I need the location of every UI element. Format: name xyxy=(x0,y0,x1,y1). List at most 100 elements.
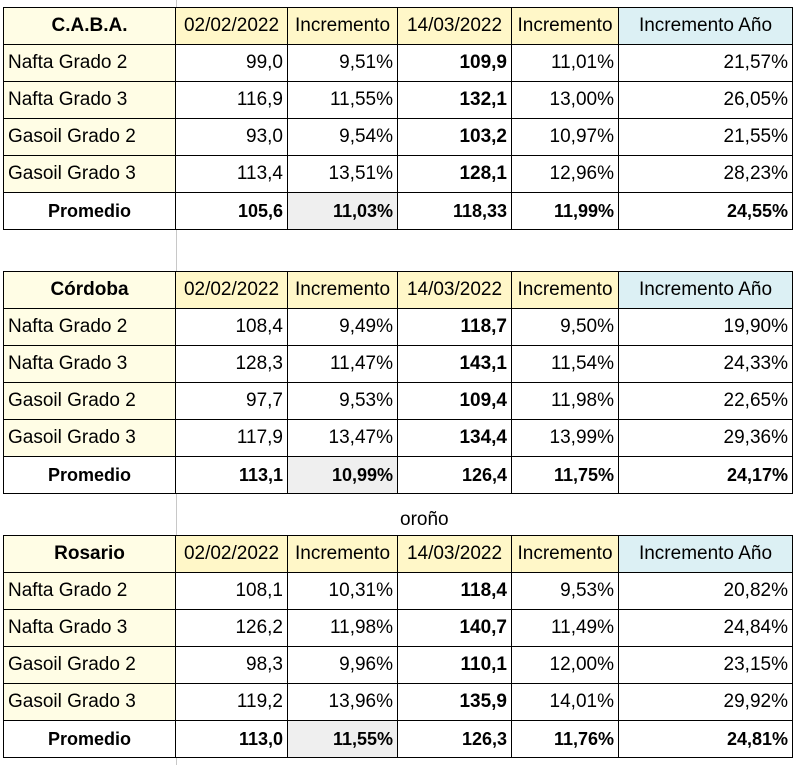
price-date-2: 110,1 xyxy=(397,646,512,684)
city-name: Rosario xyxy=(3,535,176,573)
table-row: Gasoil Grado 3 119,2 13,96% 135,9 14,01%… xyxy=(3,683,793,721)
price-date-1: 117,9 xyxy=(175,419,288,457)
price-date-2: 118,4 xyxy=(397,572,512,610)
fuel-label: Gasoil Grado 3 xyxy=(3,683,176,721)
avg-price-date-2: 118,33 xyxy=(397,192,512,230)
increment-1: 13,47% xyxy=(287,419,398,457)
average-row: Promedio 113,1 10,99% 126,4 11,75% 24,17… xyxy=(3,456,793,494)
average-row: Promedio 105,6 11,03% 118,33 11,99% 24,5… xyxy=(3,192,793,230)
avg-price-date-1: 105,6 xyxy=(175,192,288,230)
price-date-1: 113,4 xyxy=(175,155,288,193)
city-name: Córdoba xyxy=(3,271,176,309)
caption-text: oroño xyxy=(400,509,449,530)
price-date-1: 98,3 xyxy=(175,646,288,684)
table-header-row: Córdoba 02/02/2022 Incremento 14/03/2022… xyxy=(3,271,793,309)
price-date-1: 128,3 xyxy=(175,345,288,383)
table-header-row: C.A.B.A. 02/02/2022 Incremento 14/03/202… xyxy=(3,7,793,45)
increment-year: 28,23% xyxy=(618,155,793,193)
fuel-label: Gasoil Grado 2 xyxy=(3,646,176,684)
price-date-2: 118,7 xyxy=(397,308,512,346)
increment-2: 11,01% xyxy=(511,44,619,82)
header-date-1: 02/02/2022 xyxy=(175,271,288,309)
fuel-label: Gasoil Grado 3 xyxy=(3,155,176,193)
price-date-2: 109,9 xyxy=(397,44,512,82)
increment-1: 10,31% xyxy=(287,572,398,610)
avg-price-date-2: 126,4 xyxy=(397,456,512,494)
header-increment-year: Incremento Año xyxy=(618,271,793,309)
header-date-1: 02/02/2022 xyxy=(175,535,288,573)
header-increment-1: Incremento xyxy=(287,535,398,573)
fuel-label: Nafta Grado 3 xyxy=(3,609,176,647)
table-row: Gasoil Grado 3 117,9 13,47% 134,4 13,99%… xyxy=(3,419,793,457)
price-date-1: 116,9 xyxy=(175,81,288,119)
average-row: Promedio 113,0 11,55% 126,3 11,76% 24,81… xyxy=(3,720,793,758)
avg-increment-1: 10,99% xyxy=(287,456,398,494)
increment-year: 23,15% xyxy=(618,646,793,684)
header-date-2: 14/03/2022 xyxy=(397,271,512,309)
table-row: Nafta Grado 3 126,2 11,98% 140,7 11,49% … xyxy=(3,609,793,647)
increment-2: 11,49% xyxy=(511,609,619,647)
city-name: C.A.B.A. xyxy=(3,7,176,45)
price-date-2: 132,1 xyxy=(397,81,512,119)
fuel-label: Nafta Grado 3 xyxy=(3,81,176,119)
avg-price-date-2: 126,3 xyxy=(397,720,512,758)
fuel-label: Nafta Grado 3 xyxy=(3,345,176,383)
table-row: Nafta Grado 3 116,9 11,55% 132,1 13,00% … xyxy=(3,81,793,119)
increment-1: 9,53% xyxy=(287,382,398,420)
price-date-2: 135,9 xyxy=(397,683,512,721)
fuel-label: Gasoil Grado 3 xyxy=(3,419,176,457)
fuel-price-table-0: C.A.B.A. 02/02/2022 Incremento 14/03/202… xyxy=(3,7,793,230)
avg-increment-year: 24,81% xyxy=(618,720,793,758)
price-date-2: 109,4 xyxy=(397,382,512,420)
price-date-2: 134,4 xyxy=(397,419,512,457)
increment-1: 11,98% xyxy=(287,609,398,647)
increment-2: 13,00% xyxy=(511,81,619,119)
increment-2: 11,98% xyxy=(511,382,619,420)
increment-2: 9,50% xyxy=(511,308,619,346)
increment-year: 24,33% xyxy=(618,345,793,383)
header-date-2: 14/03/2022 xyxy=(397,7,512,45)
increment-1: 11,47% xyxy=(287,345,398,383)
increment-year: 24,84% xyxy=(618,609,793,647)
average-label: Promedio xyxy=(3,456,176,494)
increment-1: 9,96% xyxy=(287,646,398,684)
increment-year: 29,36% xyxy=(618,419,793,457)
increment-2: 12,96% xyxy=(511,155,619,193)
header-increment-2: Incremento xyxy=(511,271,619,309)
table-row: Nafta Grado 2 99,0 9,51% 109,9 11,01% 21… xyxy=(3,44,793,82)
price-date-2: 140,7 xyxy=(397,609,512,647)
price-date-1: 93,0 xyxy=(175,118,288,156)
table-row: Gasoil Grado 2 98,3 9,96% 110,1 12,00% 2… xyxy=(3,646,793,684)
avg-increment-2: 11,75% xyxy=(511,456,619,494)
increment-2: 10,97% xyxy=(511,118,619,156)
header-increment-year: Incremento Año xyxy=(618,535,793,573)
avg-increment-year: 24,55% xyxy=(618,192,793,230)
avg-increment-year: 24,17% xyxy=(618,456,793,494)
avg-price-date-1: 113,0 xyxy=(175,720,288,758)
table-row: Nafta Grado 2 108,4 9,49% 118,7 9,50% 19… xyxy=(3,308,793,346)
price-date-2: 103,2 xyxy=(397,118,512,156)
avg-price-date-1: 113,1 xyxy=(175,456,288,494)
price-date-2: 128,1 xyxy=(397,155,512,193)
average-label: Promedio xyxy=(3,720,176,758)
table-row: Nafta Grado 3 128,3 11,47% 143,1 11,54% … xyxy=(3,345,793,383)
increment-1: 9,49% xyxy=(287,308,398,346)
price-date-1: 108,4 xyxy=(175,308,288,346)
header-increment-2: Incremento xyxy=(511,7,619,45)
increment-1: 13,96% xyxy=(287,683,398,721)
avg-increment-2: 11,76% xyxy=(511,720,619,758)
price-date-1: 108,1 xyxy=(175,572,288,610)
table-header-row: Rosario 02/02/2022 Incremento 14/03/2022… xyxy=(3,535,793,573)
header-increment-1: Incremento xyxy=(287,271,398,309)
fuel-price-table-2: Rosario 02/02/2022 Incremento 14/03/2022… xyxy=(3,535,793,758)
header-date-2: 14/03/2022 xyxy=(397,535,512,573)
fuel-label: Nafta Grado 2 xyxy=(3,44,176,82)
price-date-1: 119,2 xyxy=(175,683,288,721)
increment-2: 13,99% xyxy=(511,419,619,457)
avg-increment-2: 11,99% xyxy=(511,192,619,230)
fuel-label: Nafta Grado 2 xyxy=(3,308,176,346)
header-date-1: 02/02/2022 xyxy=(175,7,288,45)
increment-1: 9,54% xyxy=(287,118,398,156)
price-date-1: 99,0 xyxy=(175,44,288,82)
fuel-label: Nafta Grado 2 xyxy=(3,572,176,610)
